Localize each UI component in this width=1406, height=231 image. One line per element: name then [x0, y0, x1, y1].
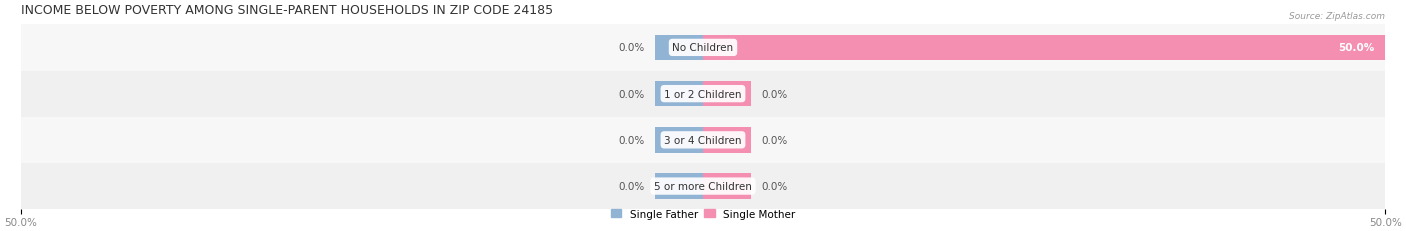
Text: 50.0%: 50.0%	[1339, 43, 1375, 53]
Text: 0.0%: 0.0%	[619, 43, 644, 53]
Bar	[21, 71, 1385, 117]
Bar	[703, 128, 751, 153]
Bar	[703, 174, 751, 199]
Text: 5 or more Children: 5 or more Children	[654, 181, 752, 191]
Bar	[703, 36, 1385, 61]
Text: 0.0%: 0.0%	[619, 181, 644, 191]
Bar	[655, 36, 703, 61]
Text: INCOME BELOW POVERTY AMONG SINGLE-PARENT HOUSEHOLDS IN ZIP CODE 24185: INCOME BELOW POVERTY AMONG SINGLE-PARENT…	[21, 4, 553, 17]
Bar	[703, 82, 751, 107]
Text: No Children: No Children	[672, 43, 734, 53]
Text: 3 or 4 Children: 3 or 4 Children	[664, 135, 742, 145]
Text: Source: ZipAtlas.com: Source: ZipAtlas.com	[1289, 12, 1385, 21]
Text: 0.0%: 0.0%	[762, 181, 787, 191]
Text: 0.0%: 0.0%	[619, 135, 644, 145]
Bar	[655, 174, 703, 199]
Bar	[655, 128, 703, 153]
Text: 0.0%: 0.0%	[762, 135, 787, 145]
Text: 0.0%: 0.0%	[762, 89, 787, 99]
Legend: Single Father, Single Mother: Single Father, Single Mother	[610, 209, 796, 219]
Bar	[21, 163, 1385, 209]
Bar	[21, 117, 1385, 163]
Bar	[21, 25, 1385, 71]
Bar	[655, 82, 703, 107]
Text: 0.0%: 0.0%	[619, 89, 644, 99]
Text: 1 or 2 Children: 1 or 2 Children	[664, 89, 742, 99]
